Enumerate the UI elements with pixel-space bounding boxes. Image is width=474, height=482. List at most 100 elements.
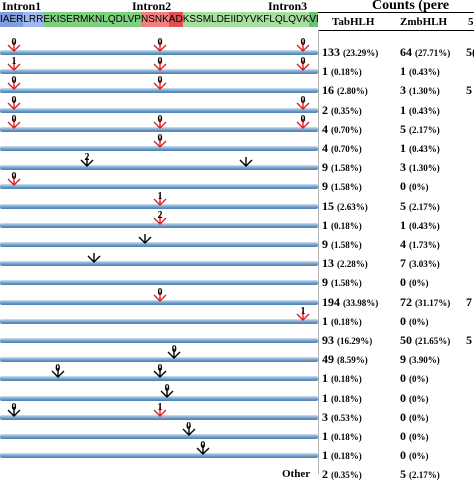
intron-phase-label: 0 — [157, 113, 163, 125]
zmbhlh-count-percent: (21.65%) — [415, 336, 451, 346]
intron-insertion-mark — [160, 387, 174, 398]
zmbhlh-count: 3 (1.30%) — [400, 160, 440, 175]
zmbhlh-count-percent: (0%) — [409, 412, 429, 423]
intron-insertion-mark — [51, 368, 65, 379]
zmbhlh-count-percent: (0.43%) — [409, 67, 440, 78]
intron-phase-label: 0 — [11, 113, 17, 125]
zmbhlh-count-percent: (0%) — [409, 278, 429, 289]
intron-phase-label: 1 — [157, 401, 163, 413]
zmbhlh-count-percent: (0.43%) — [409, 220, 440, 231]
tabhlh-count: 1 (0.18%) — [322, 64, 362, 79]
tabhlh-count-value: 1 — [322, 448, 331, 463]
zmbhlh-count-value: 0 — [400, 179, 409, 194]
gene-structure-bar — [0, 261, 318, 267]
zmbhlh-count-value: 50 — [400, 333, 415, 347]
zmbhlh-count: 0 (0%) — [400, 391, 429, 406]
tabhlh-count-percent: (0.70%) — [331, 124, 362, 135]
other-count-percent: (2.17%) — [409, 470, 440, 481]
tabhlh-count: 1 (0.18%) — [322, 314, 362, 329]
intron-insertion-mark — [7, 406, 21, 417]
table-divider — [318, 30, 319, 474]
tabhlh-count-value: 133 — [322, 45, 343, 59]
zmbhlh-count-value: 0 — [400, 313, 409, 328]
intron-phase-label: 0 — [55, 363, 61, 375]
tabhlh-count-percent: (2.28%) — [337, 259, 368, 270]
intron-phase-label: 0 — [11, 401, 17, 413]
intron-insertion-mark — [7, 61, 21, 72]
tabhlh-count: 9 (1.58%) — [322, 237, 362, 252]
gene-structure-bar — [0, 203, 318, 209]
zmbhlh-count-percent: (0%) — [409, 316, 429, 327]
tabhlh-count-percent: (0.35%) — [331, 105, 362, 116]
intron-phase-label: 0 — [11, 94, 17, 106]
intron-insertion-mark — [153, 138, 167, 148]
tabhlh-count-value: 194 — [322, 294, 343, 309]
tabhlh-count: 15 (2.63%) — [322, 199, 368, 214]
tabhlh-count-percent: (0.70%) — [331, 144, 362, 154]
zmbhlh-count: 0 (0%) — [400, 371, 429, 386]
tabhlh-count-value: 1 — [322, 64, 331, 79]
tabhlh-count: 9 (1.58%) — [322, 160, 362, 175]
intron-phase-label: 1 — [11, 56, 17, 68]
gene-structure-bar — [0, 414, 318, 420]
zmbhlh-count: 3 (1.30%) — [400, 83, 440, 98]
intron-insertion-mark — [153, 291, 167, 302]
gene-structure-bar — [0, 165, 318, 171]
column-header-zmbhlh: ZmbHLH — [400, 16, 448, 28]
zmbhlh-count-percent: (2.17%) — [409, 124, 440, 135]
intron-phase-label: 0 — [157, 75, 163, 87]
sequence-segment: LRR — [23, 12, 44, 27]
tabhlh-count-percent: (1.58%) — [331, 240, 362, 250]
other-tabhlh-count: 2 (0.35%) — [322, 467, 362, 482]
zmbhlh-count-value: 72 — [400, 294, 415, 309]
zmbhlh-count-percent: (0%) — [409, 374, 429, 385]
tabhlh-count-value: 2 — [322, 102, 331, 117]
tabhlh-count: 3 (0.53%) — [322, 410, 362, 425]
intron-insertion-mark — [296, 42, 310, 52]
intron-phase-label: 2 — [84, 152, 90, 164]
tabhlh-count-value: 1 — [322, 371, 331, 386]
zmbhlh-count-percent: (0%) — [409, 451, 429, 462]
zmbhlh-count-value: 1 — [400, 64, 409, 79]
tabhlh-count-value: 93 — [322, 333, 337, 347]
tabhlh-count-percent: (0.18%) — [331, 451, 362, 462]
zmbhlh-count-percent: (27.71%) — [415, 48, 451, 58]
gene-structure-bar — [0, 242, 318, 247]
zmbhlh-count-value: 5 — [400, 121, 409, 136]
other-count-percent: (0.35%) — [331, 470, 362, 481]
tabhlh-count: 194 (33.98%) — [322, 295, 378, 310]
intron-phase-label: 0 — [164, 382, 170, 394]
zmbhlh-count: 1 (0.43%) — [400, 218, 440, 233]
tabhlh-count-value: 13 — [322, 256, 337, 271]
zmbhlh-count: 0 (0%) — [400, 429, 429, 444]
header-rule-top — [318, 12, 474, 13]
tabhlh-count-value: 1 — [322, 429, 331, 443]
zmbhlh-count-percent: (1.30%) — [409, 86, 440, 97]
zmbhlh-count-percent: (3.90%) — [409, 355, 440, 366]
sequence-segment: NSNK — [140, 12, 169, 27]
zmbhlh-count-value: 4 — [400, 237, 409, 251]
tabhlh-count-value: 1 — [322, 313, 331, 328]
tabhlh-count: 2 (0.35%) — [322, 103, 362, 118]
intron2-label: Intron2 — [132, 0, 172, 13]
tabhlh-count-value: 9 — [322, 275, 331, 290]
tabhlh-count-percent: (23.29%) — [343, 48, 379, 58]
column-header-third: 5 — [468, 16, 474, 28]
zmbhlh-count-value: 3 — [400, 160, 409, 175]
zmbhlh-count: 9 (3.90%) — [400, 352, 440, 367]
zmbhlh-count-percent: (0%) — [409, 393, 429, 404]
tabhlh-count-percent: (0.18%) — [331, 316, 362, 327]
column-header-tabhlh: TabHLH — [332, 16, 375, 28]
gene-structure-bar — [0, 50, 318, 55]
tabhlh-count-percent: (0.18%) — [331, 432, 362, 442]
tabhlh-count-value: 9 — [322, 237, 331, 251]
intron-insertion-mark — [7, 99, 21, 110]
tabhlh-count: 1 (0.18%) — [322, 218, 362, 233]
gene-structure-bar — [0, 126, 318, 132]
tabhlh-count: 4 (0.70%) — [322, 141, 362, 156]
zmbhlh-count: 72 (31.17%) — [400, 295, 450, 310]
tabhlh-count-value: 9 — [322, 160, 331, 175]
zmbhlh-count-percent: (0%) — [409, 182, 429, 193]
tabhlh-count: 4 (0.70%) — [322, 122, 362, 137]
